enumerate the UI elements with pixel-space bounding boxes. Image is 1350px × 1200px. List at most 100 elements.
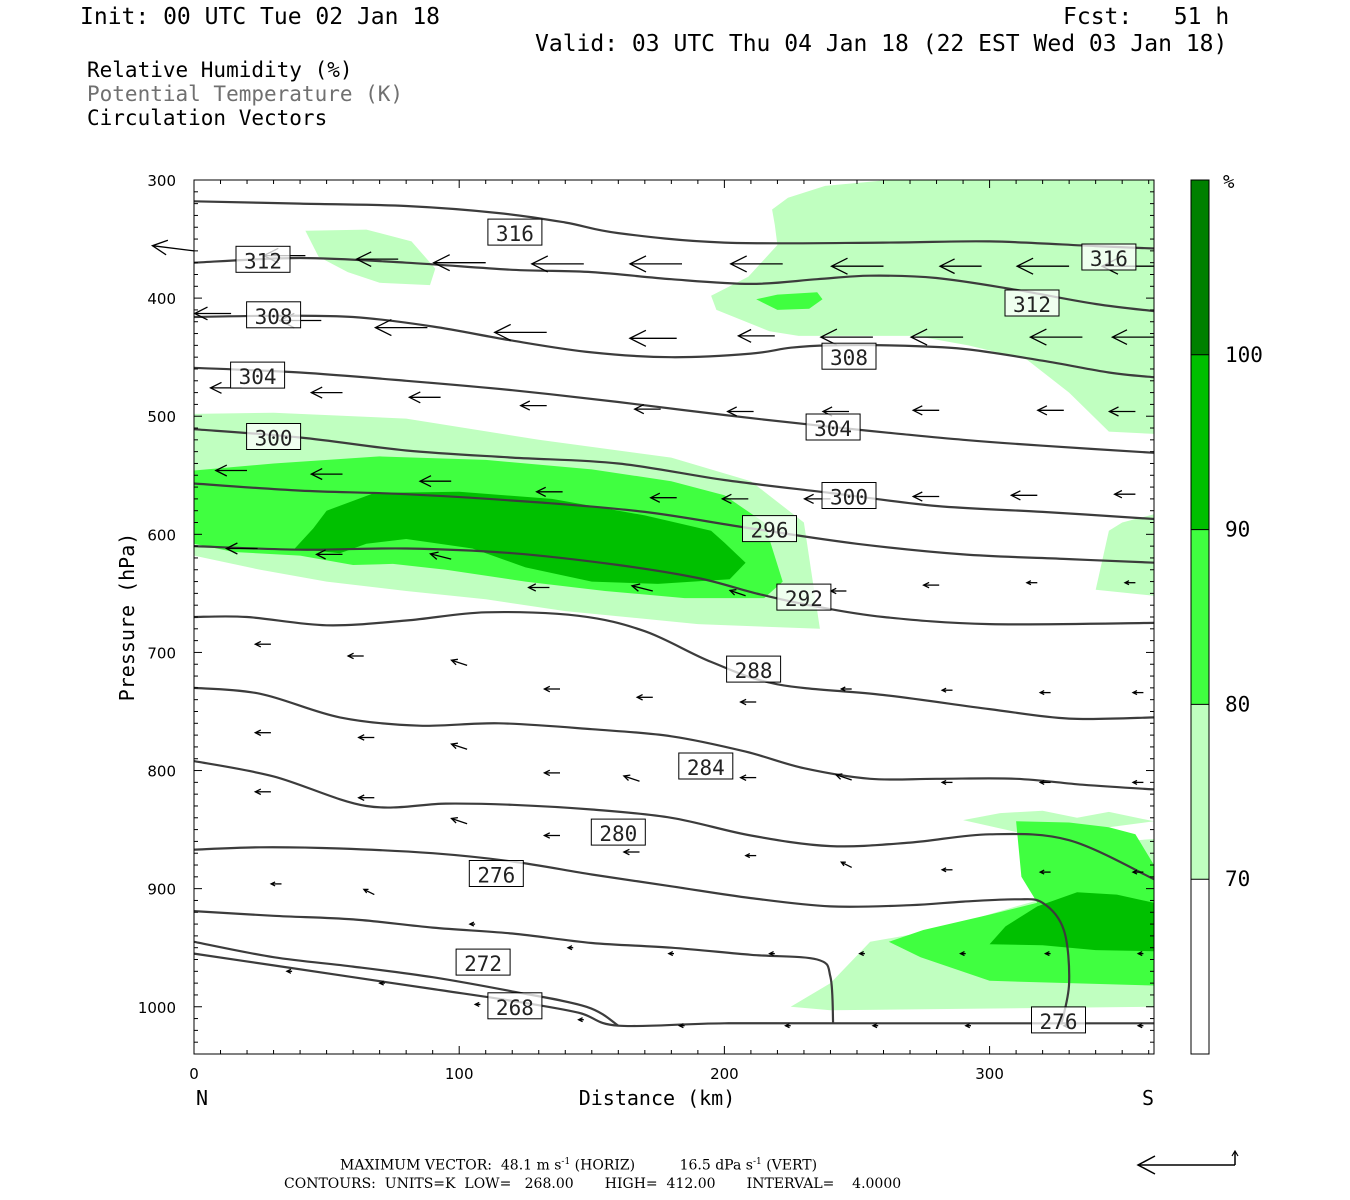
vector-82 <box>362 888 375 896</box>
vector-head <box>450 816 458 824</box>
vector-67 <box>834 773 852 781</box>
vector-head <box>940 687 947 693</box>
isentrope-label-13: 284 <box>678 752 734 780</box>
horiz-tag: (HORIZ) <box>574 1157 636 1174</box>
vector-head <box>285 968 292 974</box>
rh-90-region-1 <box>989 892 1154 952</box>
isentrope-304-3 <box>193 366 1155 454</box>
vector-head <box>959 951 965 957</box>
rh-80-region-1 <box>756 292 823 310</box>
label-text: 308 <box>830 346 868 370</box>
isentrope-296-5 <box>193 482 1155 564</box>
label-box <box>455 948 511 976</box>
vector-17 <box>819 328 873 346</box>
rh-70-region-1 <box>305 229 436 286</box>
vector-head <box>1036 405 1048 416</box>
isentrope-272-11 <box>193 910 835 1024</box>
vector-60 <box>1131 690 1144 696</box>
vector-69 <box>1038 779 1051 785</box>
y-tick-label: 500 <box>147 408 176 426</box>
vector-head <box>784 1023 790 1029</box>
label-box <box>805 413 861 441</box>
vector-57 <box>839 686 852 692</box>
x-axis-label: Distance (km) <box>579 1086 736 1110</box>
isentrope-288-7 <box>193 610 1155 721</box>
vector-92 <box>378 980 385 986</box>
legend-circulation-vectors: Circulation Vectors <box>87 106 328 130</box>
vector-56 <box>739 698 757 706</box>
label-box <box>726 655 782 683</box>
vector-33 <box>418 475 452 488</box>
isentrope-284-8 <box>193 686 1155 791</box>
vector-shaft <box>451 659 468 667</box>
vector-98 <box>964 1023 971 1029</box>
vector-head <box>622 848 630 856</box>
label-box <box>235 245 291 273</box>
vector-35 <box>649 492 677 503</box>
rh-70-region-4 <box>963 810 1154 832</box>
isentrope-labels: 316 316 312 312 308 308 304 304 300 300 296 292 288 2… <box>230 218 1137 1034</box>
vector-head <box>428 551 439 560</box>
vector-head <box>739 698 747 706</box>
vector-53 <box>450 658 468 667</box>
vector-head <box>362 888 369 894</box>
vector-20 <box>1110 329 1154 345</box>
vector-shaft <box>835 774 852 781</box>
label-box <box>487 992 543 1020</box>
vector-75 <box>622 848 640 856</box>
reference-vector-icon <box>1136 1149 1239 1175</box>
x-tick-label: 300 <box>975 1065 1004 1083</box>
vector-5 <box>628 255 682 273</box>
isentropes <box>193 200 1155 1028</box>
vector-73 <box>450 816 468 825</box>
label-text: 280 <box>599 822 637 846</box>
colorbar-label-90: 90 <box>1225 518 1250 542</box>
exponent-vertical: -1 <box>752 1157 762 1167</box>
vector-49 <box>1025 580 1038 586</box>
isentrope-label-11: 292 <box>776 583 832 611</box>
vector-head <box>577 1017 583 1023</box>
vector-shaft <box>152 245 195 252</box>
vector-24 <box>519 400 547 411</box>
vector-head <box>1028 328 1047 346</box>
vector-head <box>193 306 208 321</box>
y-tick-label: 600 <box>147 526 176 544</box>
vector-shaft <box>451 817 468 825</box>
label-box <box>821 342 877 370</box>
vector-65 <box>622 774 640 782</box>
vector-16 <box>736 328 775 343</box>
isentrope-label-12: 288 <box>726 655 782 683</box>
vector-head <box>720 493 732 504</box>
y-tick-label: 800 <box>147 763 176 781</box>
vector-head <box>527 583 537 592</box>
isentrope-280-9 <box>193 760 1155 881</box>
vector-head <box>667 951 674 957</box>
vector-74 <box>542 832 560 839</box>
vector-19 <box>1028 328 1083 346</box>
vector-head <box>1131 690 1138 696</box>
vector-head <box>315 549 326 560</box>
label-box <box>487 218 543 246</box>
isentrope-308-2 <box>193 314 1155 379</box>
vector-head <box>677 1023 684 1029</box>
isentrope-label-18: 276 <box>1031 1006 1086 1034</box>
label-text: 292 <box>785 587 823 611</box>
vector-2 <box>355 251 399 267</box>
vector-head <box>1043 951 1050 957</box>
vector-head <box>744 853 751 859</box>
x-tick-label: 0 <box>189 1065 199 1083</box>
label-text: 316 <box>496 222 534 246</box>
vector-7 <box>830 257 884 275</box>
label-text: 284 <box>687 756 725 780</box>
vector-head <box>253 640 262 648</box>
vector-54 <box>542 685 560 693</box>
vector-79 <box>1038 869 1051 875</box>
south-label: S <box>1142 1086 1154 1110</box>
vector-head <box>1136 951 1143 957</box>
circulation-vectors <box>150 239 1154 1029</box>
isentrope-label-5: 308 <box>821 342 877 370</box>
isentrope-label-8: 300 <box>246 423 302 451</box>
legend-relative-humidity: Relative Humidity (%) <box>87 58 353 82</box>
vector-shaft <box>841 861 852 868</box>
